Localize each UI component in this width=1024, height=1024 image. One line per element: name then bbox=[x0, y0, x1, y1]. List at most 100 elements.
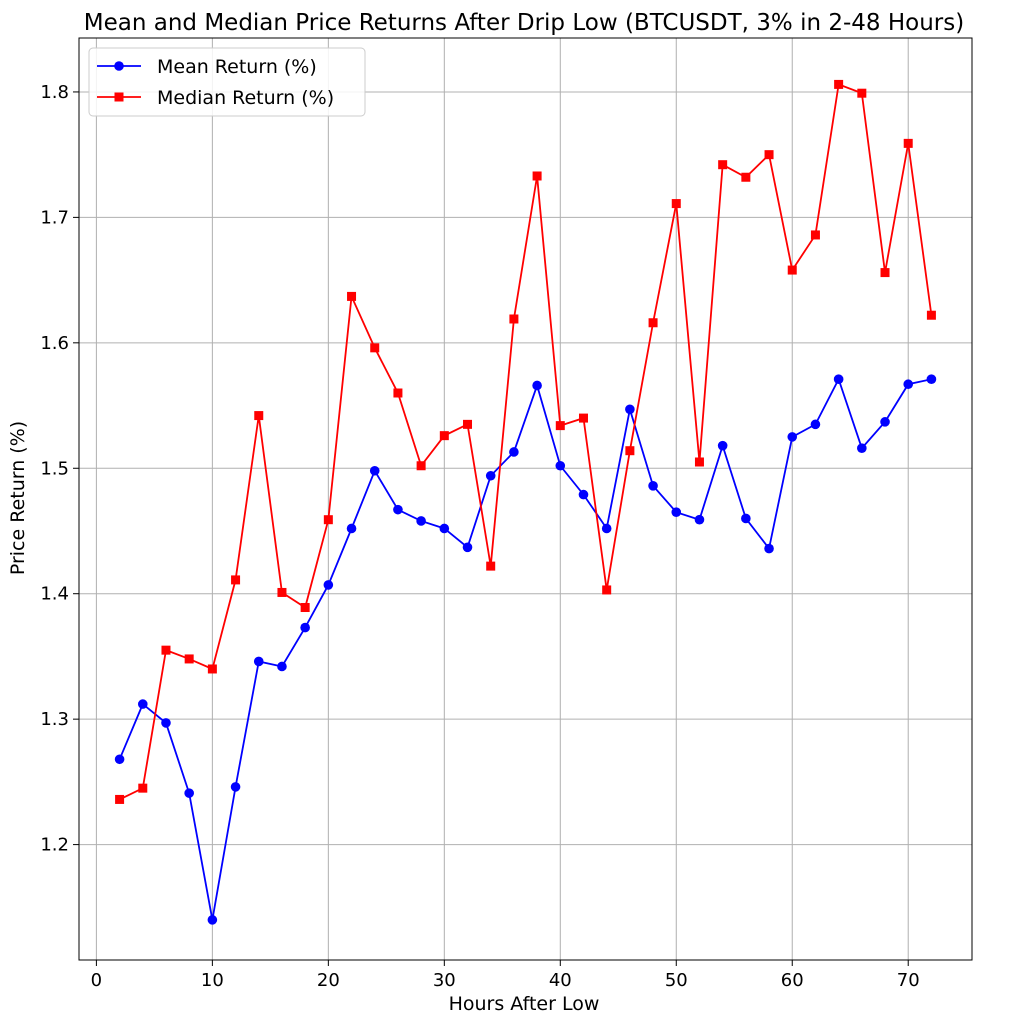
data-point bbox=[323, 580, 334, 590]
x-tick-label: 30 bbox=[433, 970, 456, 991]
data-point bbox=[485, 470, 496, 481]
data-point bbox=[184, 654, 194, 664]
data-point bbox=[346, 523, 357, 534]
data-point bbox=[230, 782, 241, 792]
data-point bbox=[671, 199, 681, 209]
y-tick-label: 1.5 bbox=[40, 458, 69, 479]
data-point bbox=[369, 465, 380, 476]
data-point bbox=[416, 516, 426, 526]
data-point bbox=[833, 374, 844, 385]
data-point bbox=[463, 419, 473, 429]
data-point bbox=[555, 421, 565, 431]
data-point bbox=[300, 603, 310, 613]
legend: Mean Return (%) Median Return (%) bbox=[88, 47, 366, 117]
x-tick-label: 70 bbox=[897, 970, 920, 991]
data-point bbox=[323, 515, 333, 525]
data-point bbox=[439, 431, 449, 441]
data-point bbox=[207, 664, 217, 674]
data-point bbox=[694, 457, 704, 467]
data-point bbox=[532, 171, 542, 181]
data-point bbox=[300, 622, 310, 633]
data-point bbox=[578, 489, 589, 500]
data-point bbox=[416, 461, 426, 471]
data-point bbox=[601, 523, 612, 534]
data-point bbox=[764, 150, 774, 160]
data-point bbox=[694, 514, 705, 525]
legend-label-median: Median Return (%) bbox=[157, 87, 334, 109]
data-point bbox=[717, 440, 728, 451]
x-tick-label: 0 bbox=[91, 970, 102, 991]
y-tick-label: 1.8 bbox=[40, 82, 69, 103]
data-point bbox=[370, 343, 380, 353]
data-point bbox=[137, 699, 148, 709]
data-point bbox=[810, 230, 820, 240]
data-point bbox=[207, 915, 218, 925]
legend-marker-sample bbox=[114, 92, 124, 102]
x-tick-label: 10 bbox=[201, 970, 224, 991]
data-point bbox=[114, 754, 125, 765]
series-mean bbox=[114, 374, 937, 925]
y-tick-label: 1.3 bbox=[40, 709, 69, 730]
series-line bbox=[118, 376, 932, 921]
data-point bbox=[880, 417, 890, 427]
data-point bbox=[787, 265, 797, 275]
data-point bbox=[253, 656, 264, 667]
x-tick-label: 40 bbox=[549, 970, 572, 991]
data-point bbox=[161, 645, 171, 655]
chart-title: Mean and Median Price Returns After Drip… bbox=[84, 10, 964, 36]
legend-frame bbox=[88, 47, 366, 117]
data-point bbox=[903, 138, 913, 148]
legend-marker-sample bbox=[114, 61, 124, 71]
y-axis-title: Price Return (%) bbox=[7, 421, 29, 575]
data-point bbox=[578, 413, 588, 423]
data-point bbox=[393, 504, 403, 515]
data-point bbox=[277, 587, 287, 597]
data-point bbox=[184, 788, 194, 798]
data-point bbox=[555, 460, 566, 471]
data-point bbox=[926, 374, 937, 385]
data-point bbox=[439, 523, 450, 534]
x-tick-label: 60 bbox=[781, 970, 804, 991]
data-point bbox=[254, 411, 264, 421]
plot-frame bbox=[78, 37, 973, 961]
data-point bbox=[834, 79, 844, 89]
data-point bbox=[486, 561, 496, 571]
x-axis-title: Hours After Low bbox=[449, 993, 600, 1015]
ticks: 0 10 20 30 40 50 60 70 1.2 1.3 1.4 1.5 1.6 1.7 1.8 bbox=[40, 82, 919, 991]
data-point bbox=[880, 268, 890, 278]
y-tick-label: 1.4 bbox=[40, 584, 69, 605]
data-point bbox=[764, 543, 774, 554]
data-point bbox=[741, 513, 751, 524]
data-point bbox=[277, 661, 287, 672]
data-point bbox=[671, 507, 682, 517]
data-point bbox=[903, 379, 914, 390]
legend-label-mean: Mean Return (%) bbox=[157, 56, 317, 78]
data-point bbox=[532, 380, 542, 391]
series-layer bbox=[114, 79, 937, 925]
data-point bbox=[347, 291, 357, 301]
data-point bbox=[138, 783, 148, 793]
data-point bbox=[625, 446, 635, 456]
data-point bbox=[509, 447, 519, 457]
data-point bbox=[718, 160, 728, 170]
data-point bbox=[741, 172, 751, 182]
x-tick-label: 20 bbox=[317, 970, 340, 991]
grid bbox=[79, 38, 972, 960]
y-tick-label: 1.7 bbox=[40, 207, 69, 228]
data-point bbox=[787, 432, 798, 442]
data-point bbox=[810, 419, 821, 430]
y-tick-label: 1.2 bbox=[40, 835, 69, 856]
data-point bbox=[926, 310, 936, 320]
series-median bbox=[115, 79, 936, 804]
data-point bbox=[393, 388, 403, 398]
x-tick-label: 50 bbox=[665, 970, 688, 991]
y-tick-label: 1.6 bbox=[40, 333, 69, 354]
data-point bbox=[648, 481, 658, 491]
data-point bbox=[115, 794, 125, 804]
data-point bbox=[231, 575, 241, 585]
data-point bbox=[648, 318, 658, 328]
data-point bbox=[602, 585, 612, 595]
data-point bbox=[509, 314, 519, 324]
data-point bbox=[462, 542, 473, 553]
data-point bbox=[857, 443, 867, 453]
